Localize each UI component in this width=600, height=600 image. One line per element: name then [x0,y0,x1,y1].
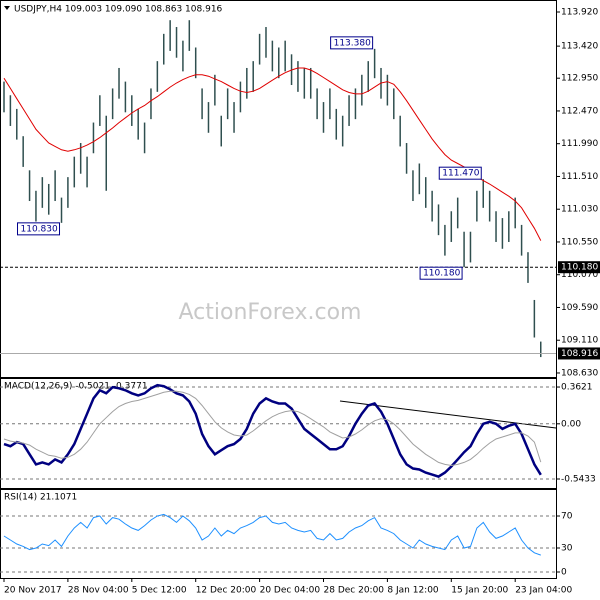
y-tick-label: 108.630 [561,368,598,378]
annotation-label: 110.180 [423,269,460,279]
rsi-title: RSI(14) 21.1071 [4,493,77,503]
macd-title: MACD(12,26,9) -0.5021 -0.3771 [4,382,148,392]
annotation-label: 110.830 [21,224,58,234]
x-tick-label: 28 Nov 04:00 [68,586,129,596]
x-tick-label: 23 Jan 04:00 [515,586,572,596]
y-tick-label: 111.990 [561,139,598,149]
x-tick-label: 28 Dec 20:00 [324,586,385,596]
rsi-panel [0,489,557,579]
y-tick-label: 30 [561,544,573,554]
last-box [558,347,600,360]
line [3,513,541,556]
y-tick-label: 111.510 [561,172,598,182]
x-tick-label: 12 Dec 20:00 [196,586,257,596]
last-label: 108.916 [561,349,598,359]
chart-title: USDJPY,H4 109.003 109.090 108.863 108.91… [14,5,223,15]
x-tick-label: 20 Dec 04:00 [260,586,321,596]
annotation-box [17,222,61,236]
h-line-label: 110.180 [561,263,598,273]
line [3,390,542,467]
x-tick-label: 15 Jan 20:00 [451,586,508,596]
y-tick-label: 110.070 [561,270,598,280]
watermark: ActionForex.com [179,300,362,325]
annotation-box [419,266,463,280]
y-tick-label: -0.5433 [561,474,596,484]
y-tick-label: 112.950 [561,74,598,84]
y-tick-label: 0 [561,568,567,578]
y-tick-label: 113.420 [561,42,598,52]
annotation-box [438,166,482,180]
x-tick-label: 20 Nov 2017 [4,586,62,596]
annotation-box [330,36,374,50]
macd-panel [0,378,557,489]
h-line-box [558,261,600,274]
x-tick-label: 5 Dec 12:00 [132,586,187,596]
y-tick-label: 109.110 [561,336,598,346]
line [3,67,542,241]
y-tick-label: 110.550 [561,237,598,247]
y-tick-label: 70 [561,512,573,522]
y-tick-label: 0.3621 [561,383,593,393]
y-tick-label: 111.030 [561,205,598,215]
title-arrow [4,6,10,10]
y-tick-label: 113.920 [561,8,598,18]
annotation-label: 113.380 [334,38,371,48]
x-tick-label: 8 Jan 12:00 [387,586,439,596]
y-tick-label: 109.590 [561,303,598,313]
y-tick-label: 0.00 [561,419,581,429]
annotation-label: 111.470 [442,169,479,179]
main-panel [0,0,557,378]
line [3,383,542,478]
y-tick-label: 112.470 [561,106,598,116]
